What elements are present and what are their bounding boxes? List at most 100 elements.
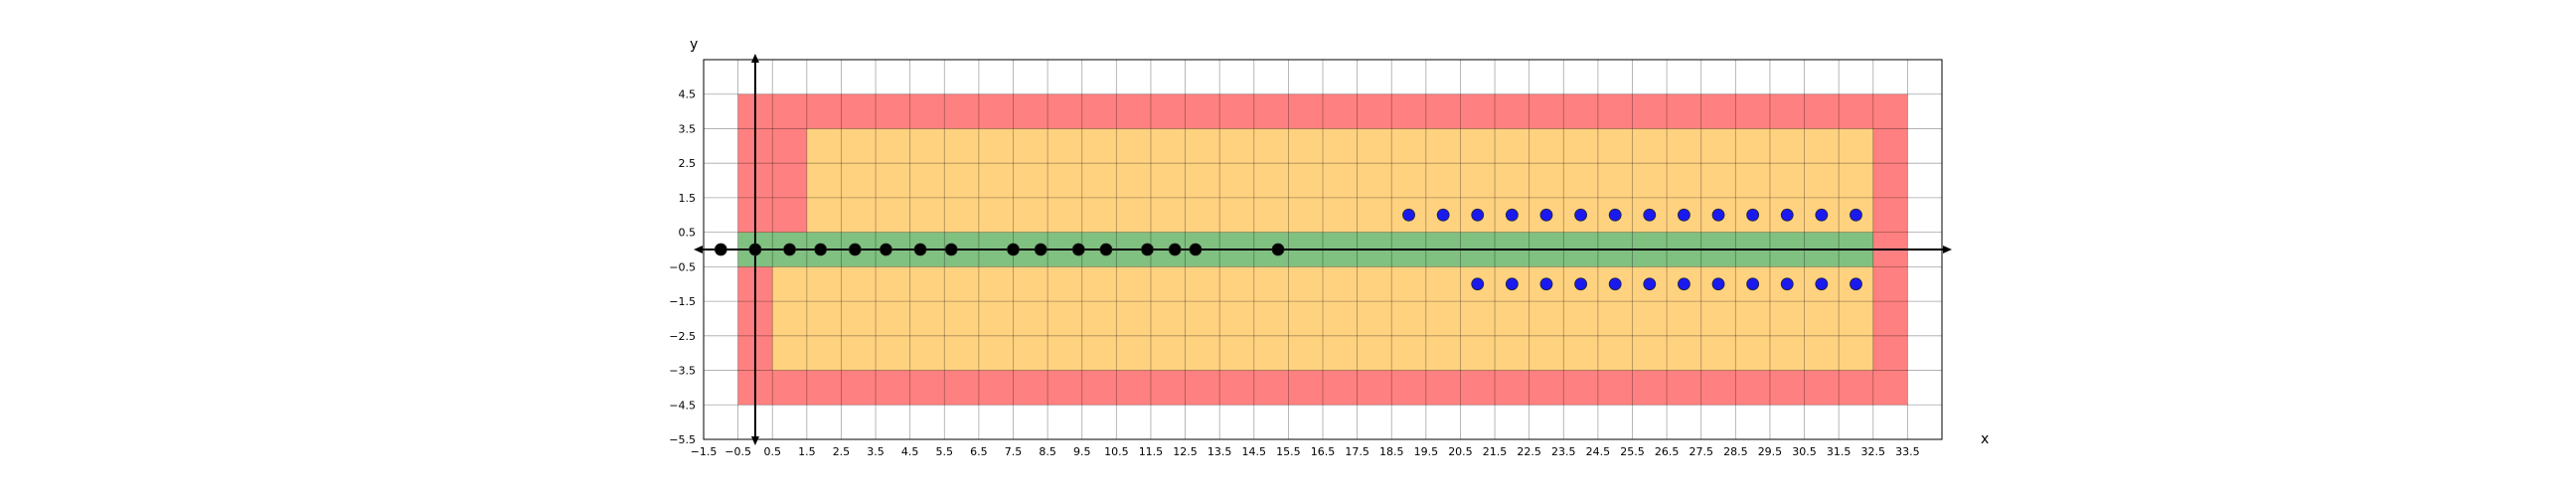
blue-point xyxy=(1574,208,1587,222)
blue-point xyxy=(1539,208,1553,222)
x-tick-label: 26.5 xyxy=(1655,445,1680,458)
blue-point xyxy=(1608,277,1622,291)
y-axis-label: y xyxy=(690,37,698,53)
x-tick-label: 9.5 xyxy=(1073,445,1091,458)
y-tick-label: −5.5 xyxy=(669,433,696,446)
x-tick-label: 21.5 xyxy=(1483,445,1508,458)
black-point xyxy=(1271,243,1285,256)
x-tick-label: 17.5 xyxy=(1345,445,1369,458)
y-tick-labels: 4.5 3.5 2.5 1.5 0.5 −0.5 −1.5 −2.5 −3.5 −4.5 −5.5 xyxy=(669,88,696,446)
y-tick-label: 3.5 xyxy=(679,122,697,135)
blue-point xyxy=(1711,277,1725,291)
y-tick-label: −4.5 xyxy=(669,399,696,412)
x-tick-label: 12.5 xyxy=(1173,445,1198,458)
black-point xyxy=(1034,243,1047,256)
blue-point xyxy=(1402,208,1415,222)
y-axis-arrow-down xyxy=(750,436,759,445)
blue-point xyxy=(1746,208,1760,222)
x-tick-label: 15.5 xyxy=(1276,445,1301,458)
x-tick-label: 19.5 xyxy=(1414,445,1439,458)
x-tick-label: 22.5 xyxy=(1517,445,1541,458)
black-point xyxy=(1168,243,1182,256)
black-point xyxy=(848,243,862,256)
x-tick-label: 30.5 xyxy=(1792,445,1817,458)
x-tick-label: 4.5 xyxy=(901,445,919,458)
black-point xyxy=(1189,243,1203,256)
x-axis-arrow-left xyxy=(694,246,703,253)
blue-point xyxy=(1780,277,1794,291)
y-tick-label: 2.5 xyxy=(679,157,697,170)
y-tick-label: −0.5 xyxy=(669,260,696,273)
black-point xyxy=(814,243,828,256)
blue-point xyxy=(1505,277,1519,291)
region-inner-upper xyxy=(806,128,1873,233)
blue-point xyxy=(1678,277,1690,291)
black-point xyxy=(1007,243,1020,256)
blue-point xyxy=(1815,208,1829,222)
blue-point xyxy=(1574,277,1587,291)
blue-point xyxy=(1815,277,1829,291)
blue-point xyxy=(1505,208,1519,222)
blue-point xyxy=(1608,208,1622,222)
x-tick-label: 27.5 xyxy=(1689,445,1713,458)
blue-point xyxy=(1471,277,1485,291)
x-tick-label: 16.5 xyxy=(1311,445,1336,458)
y-axis-arrow-up xyxy=(750,54,759,63)
blue-point xyxy=(1850,208,1862,222)
x-tick-label: −1.5 xyxy=(691,445,718,458)
x-axis-label: x xyxy=(1981,431,1989,447)
black-point xyxy=(748,243,762,256)
blue-point xyxy=(1746,277,1760,291)
y-tick-label: 0.5 xyxy=(679,227,697,240)
x-tick-label: 28.5 xyxy=(1723,445,1748,458)
blue-point xyxy=(1643,277,1657,291)
x-tick-label: 6.5 xyxy=(970,445,988,458)
blue-point xyxy=(1436,208,1450,222)
x-tick-label: 18.5 xyxy=(1379,445,1404,458)
x-tick-label: −0.5 xyxy=(724,445,751,458)
x-tick-label: 1.5 xyxy=(798,445,816,458)
x-tick-label: 32.5 xyxy=(1861,445,1886,458)
x-axis-arrow-right xyxy=(1943,246,1952,253)
y-tick-label: −2.5 xyxy=(669,330,696,343)
black-point xyxy=(913,243,927,256)
x-tick-label: 5.5 xyxy=(936,445,954,458)
black-point xyxy=(1141,243,1154,256)
x-tick-label: 33.5 xyxy=(1895,445,1920,458)
black-point xyxy=(880,243,892,256)
x-tick-label: 31.5 xyxy=(1827,445,1852,458)
x-tick-label: 2.5 xyxy=(833,445,851,458)
x-tick-label: 0.5 xyxy=(763,445,781,458)
y-tick-label: −1.5 xyxy=(669,295,696,308)
x-tick-label: 3.5 xyxy=(867,445,885,458)
y-tick-label: −3.5 xyxy=(669,365,696,378)
blue-point xyxy=(1643,208,1657,222)
x-tick-label: 13.5 xyxy=(1208,445,1232,458)
black-point xyxy=(944,243,958,256)
y-tick-label: 4.5 xyxy=(679,88,697,101)
black-point xyxy=(1071,243,1085,256)
x-tick-label: 25.5 xyxy=(1620,445,1645,458)
blue-point xyxy=(1780,208,1794,222)
black-point xyxy=(783,243,796,256)
x-tick-label: 14.5 xyxy=(1242,445,1267,458)
chart-points xyxy=(714,208,1862,291)
blue-point xyxy=(1471,208,1485,222)
x-tick-label: 7.5 xyxy=(1005,445,1023,458)
x-tick-label: 20.5 xyxy=(1448,445,1473,458)
x-tick-label: 29.5 xyxy=(1758,445,1783,458)
blue-point xyxy=(1539,277,1553,291)
y-tick-label: 1.5 xyxy=(679,192,697,205)
x-tick-label: 23.5 xyxy=(1551,445,1576,458)
x-tick-label: 11.5 xyxy=(1139,445,1164,458)
x-tick-labels: −1.5 −0.5 0.5 1.5 2.5 3.5 4.5 5.5 6.5 7.5 8.5 9.5 10… xyxy=(691,445,1920,458)
x-tick-label: 8.5 xyxy=(1039,445,1056,458)
blue-point xyxy=(1678,208,1690,222)
blue-point xyxy=(1850,277,1862,291)
x-tick-label: 24.5 xyxy=(1586,445,1611,458)
x-tick-label: 10.5 xyxy=(1104,445,1129,458)
blue-point xyxy=(1711,208,1725,222)
black-point xyxy=(1099,243,1113,256)
black-point xyxy=(714,243,727,256)
